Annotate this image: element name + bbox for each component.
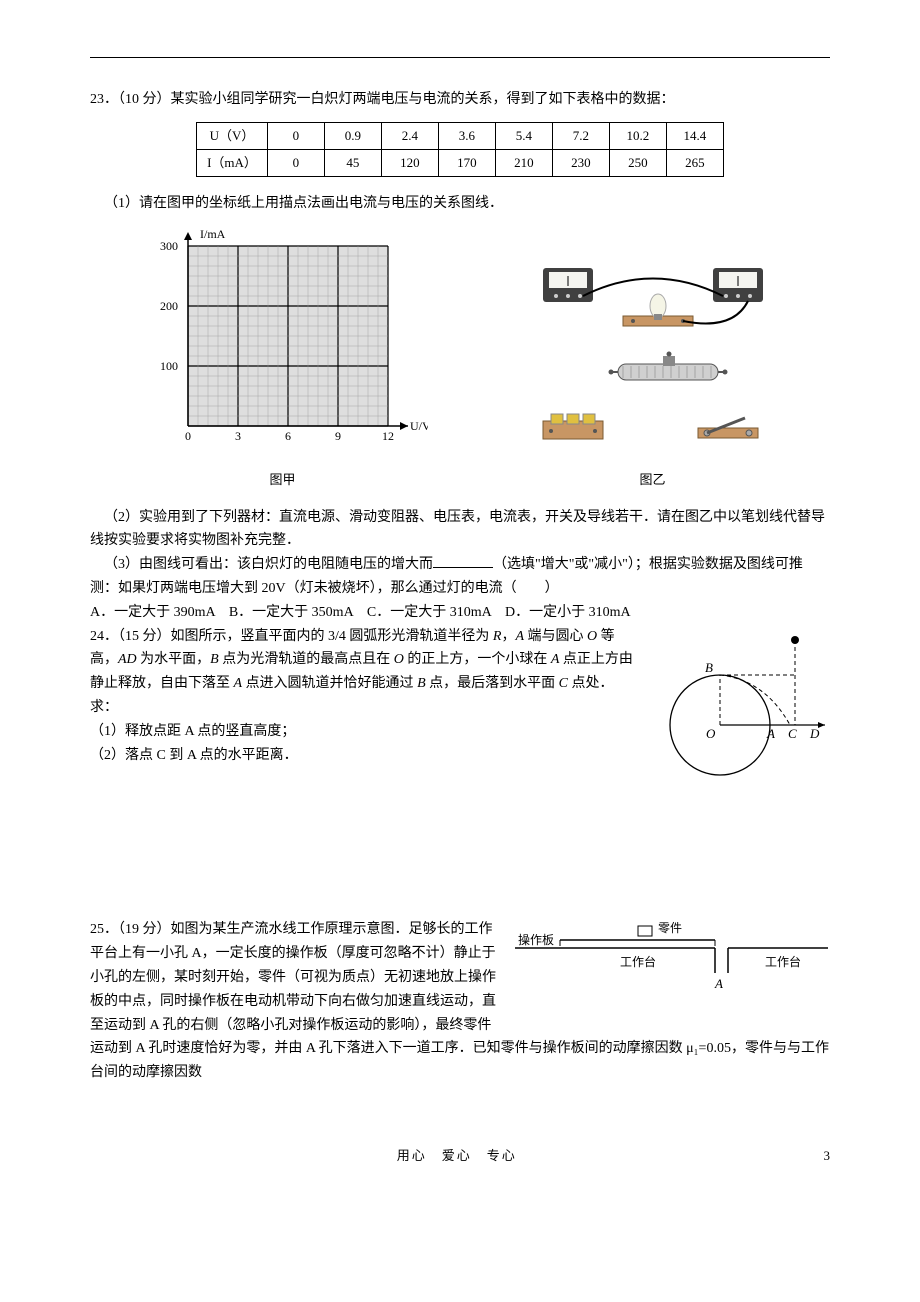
q24-figure: B O A C D bbox=[650, 630, 830, 799]
svg-text:100: 100 bbox=[160, 359, 178, 373]
q23-data-table: U（V） 0 0.9 2.4 3.6 5.4 7.2 10.2 14.4 I（m… bbox=[196, 122, 724, 177]
y-axis-label: I/mA bbox=[200, 227, 226, 241]
svg-text:200: 200 bbox=[160, 299, 178, 313]
caption-yi: 图乙 bbox=[523, 469, 783, 491]
svg-text:6: 6 bbox=[285, 429, 291, 443]
page-footer: 用心 爱心 专心 3 bbox=[90, 1145, 830, 1167]
svg-text:操作板: 操作板 bbox=[518, 932, 554, 947]
svg-text:零件: 零件 bbox=[658, 921, 682, 935]
svg-text:工作台: 工作台 bbox=[765, 954, 801, 969]
q25-figure: 零件 操作板 工作台 工作台 A bbox=[510, 918, 830, 1017]
svg-text:300: 300 bbox=[160, 239, 178, 253]
q23-part3: （3）由图线可看出：该白炽灯的电阻随电压的增大而（选填"增大"或"减小"）；根据… bbox=[90, 553, 830, 601]
q23-stem: 23．（10 分）某实验小组同学研究一白炽灯两端电压与电流的关系，得到了如下表格… bbox=[90, 88, 830, 112]
svg-text:9: 9 bbox=[335, 429, 341, 443]
table-row-i: I（mA） 0 45 120 170 210 230 250 265 bbox=[197, 149, 724, 176]
svg-text:O: O bbox=[706, 726, 716, 741]
blank-fill[interactable] bbox=[433, 567, 493, 568]
circuit-diagram bbox=[523, 256, 783, 456]
q25: 零件 操作板 工作台 工作台 A 25．（19 分）如图为某生产流水线工作原理示… bbox=[90, 918, 830, 1085]
caption-jia: 图甲 bbox=[138, 469, 428, 491]
q23-part2: （2）实验用到了下列器材：直流电源、滑动变阻器、电压表，电流表，开关及导线若干．… bbox=[90, 506, 830, 554]
figure-jia: I/mA U/V 0 3 6 9 12 100 200 300 图甲 bbox=[138, 226, 428, 491]
q23-options: A．一定大于 390mA B．一定大于 350mA C．一定大于 310mA D… bbox=[90, 601, 830, 625]
figure-yi: 图乙 bbox=[523, 256, 783, 491]
svg-text:A: A bbox=[766, 726, 775, 741]
svg-text:工作台: 工作台 bbox=[620, 954, 656, 969]
svg-text:3: 3 bbox=[235, 429, 241, 443]
svg-text:12: 12 bbox=[382, 429, 394, 443]
svg-text:C: C bbox=[788, 726, 797, 741]
top-rule bbox=[90, 57, 830, 58]
q24-text1: 24．（15 分）如图所示，竖直平面内的 3/4 圆弧形光滑轨道半径为 bbox=[90, 629, 489, 644]
cell-u-label: U（V） bbox=[197, 122, 268, 149]
svg-text:A: A bbox=[714, 976, 723, 991]
table-row-u: U（V） 0 0.9 2.4 3.6 5.4 7.2 10.2 14.4 bbox=[197, 122, 724, 149]
cell-i-label: I（mA） bbox=[197, 149, 268, 176]
svg-text:D: D bbox=[809, 726, 820, 741]
q23-figures: I/mA U/V 0 3 6 9 12 100 200 300 图甲 bbox=[90, 226, 830, 491]
x-axis-label: U/V bbox=[410, 419, 428, 433]
page-number: 3 bbox=[824, 1145, 831, 1167]
svg-text:0: 0 bbox=[185, 429, 191, 443]
q23: 23．（10 分）某实验小组同学研究一白炽灯两端电压与电流的关系，得到了如下表格… bbox=[90, 88, 830, 625]
q24: B O A C D 24．（15 分）如图所示，竖直平面内的 3/4 圆弧形光滑… bbox=[90, 625, 830, 799]
grid-chart: I/mA U/V 0 3 6 9 12 100 200 300 bbox=[138, 226, 428, 456]
svg-text:B: B bbox=[705, 660, 713, 675]
q23-part1: （1）请在图甲的坐标纸上用描点法画出电流与电压的关系图线． bbox=[90, 192, 830, 216]
